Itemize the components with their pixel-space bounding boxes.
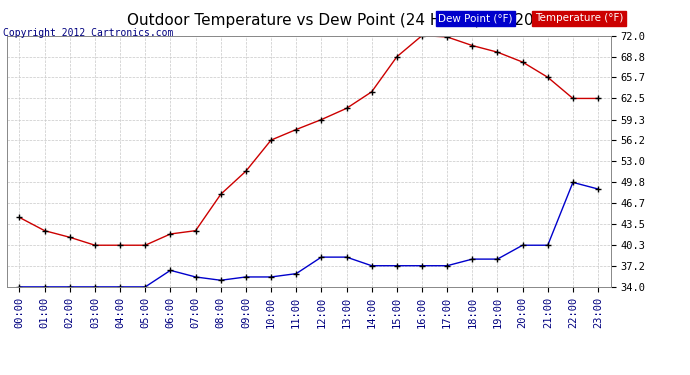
Text: Copyright 2012 Cartronics.com: Copyright 2012 Cartronics.com <box>3 28 174 38</box>
Text: Outdoor Temperature vs Dew Point (24 Hours) 20120919: Outdoor Temperature vs Dew Point (24 Hou… <box>127 13 563 28</box>
Text: Dew Point (°F): Dew Point (°F) <box>438 13 513 23</box>
Text: Temperature (°F): Temperature (°F) <box>535 13 623 23</box>
